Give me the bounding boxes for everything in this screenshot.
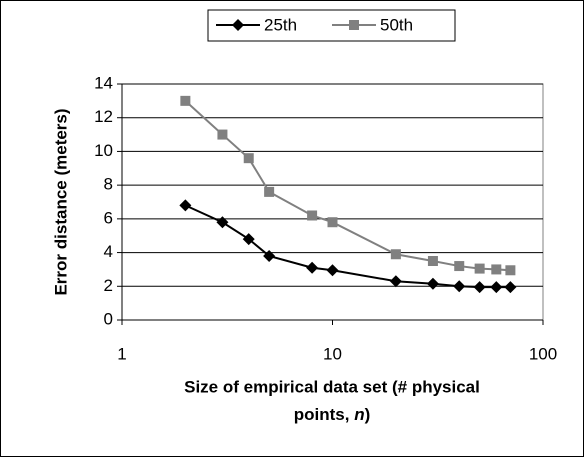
marker bbox=[390, 249, 401, 260]
plot-area bbox=[121, 83, 544, 321]
y-tick-label: 2 bbox=[104, 276, 113, 295]
x-axis-label: Size of empirical data set (# physical bbox=[184, 377, 480, 396]
y-tick-label: 14 bbox=[94, 73, 113, 92]
marker bbox=[264, 186, 275, 197]
y-tick-label: 0 bbox=[104, 309, 113, 328]
marker bbox=[327, 217, 338, 228]
x-tick-label: 100 bbox=[529, 344, 557, 363]
y-tick-label: 6 bbox=[104, 208, 113, 227]
legend-label: 50th bbox=[380, 15, 413, 34]
legend-label: 25th bbox=[264, 15, 297, 34]
marker bbox=[217, 129, 228, 140]
marker bbox=[505, 265, 516, 276]
y-tick-label: 12 bbox=[94, 107, 113, 126]
x-axis-label-part: ) bbox=[365, 405, 371, 424]
marker bbox=[454, 261, 465, 272]
marker bbox=[389, 275, 402, 288]
marker bbox=[491, 264, 502, 275]
x-axis-label-variable: n bbox=[354, 405, 364, 424]
marker bbox=[427, 256, 438, 266]
x-tick-label: 10 bbox=[323, 344, 342, 363]
legend-marker bbox=[232, 19, 244, 31]
marker bbox=[326, 264, 339, 277]
y-tick-label: 4 bbox=[104, 242, 113, 261]
marker bbox=[242, 233, 255, 246]
marker bbox=[243, 153, 254, 164]
marker bbox=[473, 281, 486, 294]
marker bbox=[490, 281, 503, 294]
x-axis-label-part: points, bbox=[294, 405, 354, 424]
marker bbox=[504, 281, 517, 294]
marker bbox=[307, 210, 318, 221]
marker bbox=[426, 277, 439, 290]
legend-marker bbox=[349, 20, 359, 30]
marker bbox=[453, 280, 466, 293]
marker bbox=[180, 95, 191, 106]
marker bbox=[216, 216, 229, 229]
x-axis-label: points, n) bbox=[294, 405, 371, 424]
marker bbox=[306, 261, 319, 274]
y-tick-label: 10 bbox=[94, 141, 113, 160]
y-axis-label: Error distance (meters) bbox=[51, 108, 70, 295]
marker bbox=[263, 249, 276, 262]
y-tick-label: 8 bbox=[104, 175, 113, 194]
marker bbox=[179, 199, 192, 212]
x-tick-label: 1 bbox=[117, 344, 126, 363]
marker bbox=[474, 263, 485, 274]
